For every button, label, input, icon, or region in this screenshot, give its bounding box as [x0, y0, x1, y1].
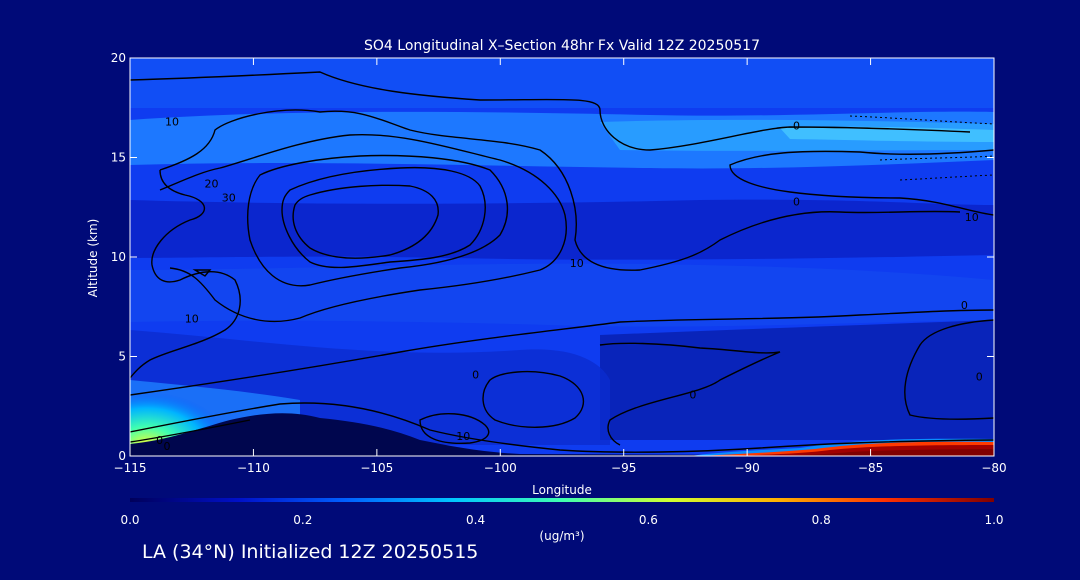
- contour-0-surface: [130, 402, 994, 453]
- colorbar-tick-label: 0.6: [639, 513, 658, 527]
- contour-0-lowmid: [130, 309, 994, 396]
- contour-label: 10: [165, 116, 179, 129]
- contour-label: 10: [570, 257, 584, 270]
- colorbar-tick-label: 0.8: [812, 513, 831, 527]
- chart-title: SO4 Longitudinal X–Section 48hr Fx Valid…: [364, 38, 760, 54]
- y-axis: 0 5 10 15 20: [111, 51, 994, 463]
- contour-label: 0: [156, 434, 163, 447]
- x-tick-label: −95: [611, 461, 636, 475]
- contour-30-inner: [292, 184, 439, 259]
- colorbar-tick-label: 1.0: [984, 513, 1003, 527]
- y-tick-label: 10: [111, 250, 126, 264]
- contour-label: 0: [472, 368, 479, 381]
- contour-10-left: [130, 169, 241, 379]
- concentration-field: [130, 58, 994, 456]
- colorbar-tick-label: 0.0: [120, 513, 139, 527]
- contour-30-outer: [281, 166, 486, 269]
- y-tick-label: 0: [118, 449, 126, 463]
- contour-label: 30: [222, 191, 236, 204]
- x-tick-label: −80: [981, 461, 1006, 475]
- contour-label: 0: [793, 120, 800, 133]
- contour-label: 10: [965, 211, 979, 224]
- initialization-subtitle: LA (34°N) Initialized 12Z 20250515: [142, 541, 479, 563]
- contour-0-right: [904, 319, 994, 420]
- colorbar: [130, 498, 994, 502]
- colorbar-unit-label: (ug/m³): [539, 529, 584, 543]
- contour-label: 0: [961, 299, 968, 312]
- contour-0-mid: [729, 149, 994, 216]
- x-tick-label: −115: [114, 461, 147, 475]
- contour-20: [247, 154, 509, 287]
- colorbar-tick-label: 0.2: [293, 513, 312, 527]
- contour-label: 0: [793, 195, 800, 208]
- x-axis-label: Longitude: [532, 483, 592, 497]
- contour-lines: [130, 71, 994, 453]
- contour-label: 0: [689, 388, 696, 401]
- x-tick-label: −100: [484, 461, 517, 475]
- contour-0-center: [599, 342, 781, 446]
- contour-label: 10: [185, 313, 199, 326]
- x-tick-label: −85: [858, 461, 883, 475]
- y-tick-label: 15: [111, 151, 126, 165]
- contour-10-outer: [159, 109, 961, 271]
- x-tick-label: −105: [360, 461, 393, 475]
- y-tick-label: 20: [111, 51, 126, 65]
- contour-10-lower: [419, 412, 490, 445]
- y-axis-label: Altitude (km): [86, 219, 100, 298]
- contour-label: 20: [204, 177, 218, 190]
- contour-label: 0: [976, 370, 983, 383]
- contour-10-inner-a: [159, 133, 567, 323]
- x-tick-label: −110: [237, 461, 270, 475]
- contour-dashed-c: [899, 174, 994, 181]
- colorbar-tick-label: 0.4: [466, 513, 485, 527]
- contour-0-surface-b: [130, 419, 251, 443]
- contour-0-bump: [482, 371, 585, 428]
- contour-0-left-small: [192, 269, 212, 277]
- x-axis: −115 −110 −105 −100 −95 −90 −85 −80: [114, 58, 1007, 475]
- contour-label: 10: [456, 430, 470, 443]
- colorbar-ticks: 0.0 0.2 0.4 0.6 0.8 1.0: [120, 513, 1003, 527]
- x-tick-label: −90: [734, 461, 759, 475]
- contour-0-upper: [130, 71, 971, 151]
- y-tick-label: 5: [118, 350, 126, 364]
- contour-label: 0: [164, 440, 171, 453]
